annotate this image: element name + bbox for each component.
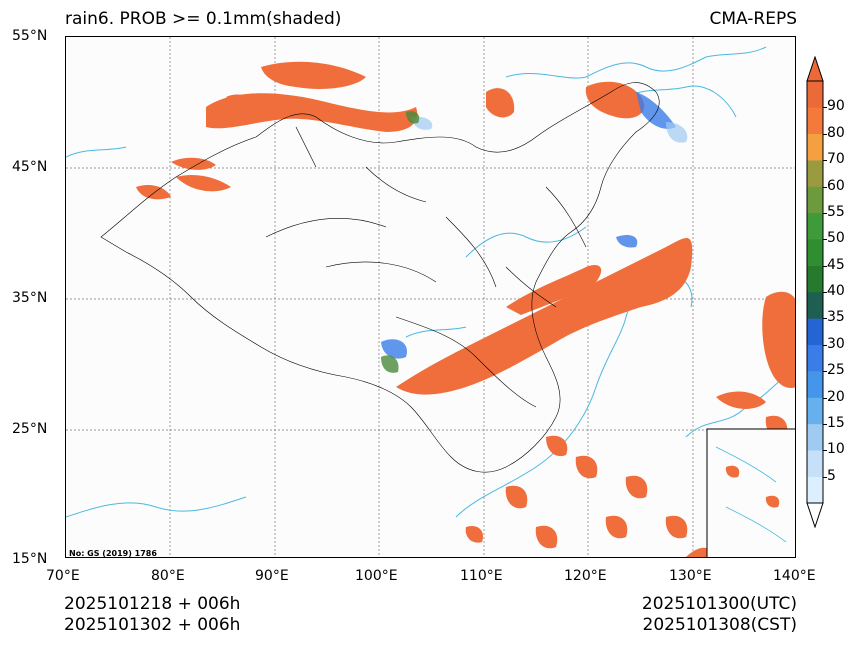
map-approval-stamp: No: GS (2019) 1786 <box>69 549 157 558</box>
lat-label-45n: 45°N <box>12 159 48 175</box>
init-time-cst: 2025101302 + 006h <box>64 615 241 635</box>
lon-label-80e: 80°E <box>151 568 185 584</box>
colorbar-label: 20 <box>827 388 845 405</box>
colorbar-tick <box>823 318 827 320</box>
colorbar-tick <box>823 292 827 293</box>
colorbar-tick <box>823 133 827 135</box>
model-name: CMA-REPS <box>709 9 797 29</box>
colorbar-tick <box>823 160 827 162</box>
map-title: rain6. PROB >= 0.1mm(shaded) <box>65 9 342 29</box>
lon-label-90e: 90°E <box>255 568 289 584</box>
colorbar-segment <box>807 107 823 135</box>
precip-probability-map <box>66 37 795 557</box>
colorbar-tick <box>823 397 827 399</box>
colorbar <box>806 56 824 528</box>
political-boundaries <box>100 82 660 473</box>
colorbar-label: 30 <box>827 335 845 352</box>
colorbar-segment <box>807 476 823 504</box>
colorbar-segment <box>807 450 823 477</box>
colorbar-segment <box>807 423 823 451</box>
valid-time-utc: 2025101300(UTC) <box>641 594 797 614</box>
colorbar-tick <box>823 423 827 425</box>
colorbar-tick <box>823 450 827 452</box>
colorbar-tick <box>823 212 827 214</box>
colorbar-under-arrow <box>806 502 824 528</box>
lon-label-120e: 120°E <box>564 568 607 584</box>
colorbar-tick <box>823 344 827 346</box>
colorbar-label: 80 <box>827 124 845 141</box>
colorbar-tick <box>823 186 827 188</box>
colorbar-segment <box>807 344 823 372</box>
colorbar-label: 25 <box>827 362 845 379</box>
colorbar-label: 5 <box>827 467 836 484</box>
colorbar-tick <box>823 239 827 241</box>
valid-time-cst: 2025101308(CST) <box>642 615 797 635</box>
colorbar-label: 60 <box>827 177 845 194</box>
colorbar-tick <box>823 107 827 109</box>
map-area: No: GS (2019) 1786 <box>65 36 796 558</box>
colorbar-segment <box>807 371 823 398</box>
lon-label-140e: 140°E <box>773 568 816 584</box>
colorbar-segment <box>807 212 823 240</box>
colorbar-tick <box>823 476 827 478</box>
colorbar-label: 50 <box>827 230 845 247</box>
colorbar-over-arrow <box>806 56 824 82</box>
colorbar-segment <box>807 186 823 214</box>
graticule <box>66 37 795 557</box>
south-china-sea-inset <box>706 428 795 557</box>
shaded-probability-areas <box>136 61 795 557</box>
lon-label-70e: 70°E <box>46 568 80 584</box>
colorbar-segment <box>807 318 823 346</box>
colorbar-segment <box>807 239 823 266</box>
colorbar-tick <box>823 371 827 373</box>
colorbar-label: 15 <box>827 414 845 431</box>
colorbar-tick <box>823 265 827 267</box>
lon-label-130e: 130°E <box>669 568 712 584</box>
lon-label-110e: 110°E <box>460 568 503 584</box>
colorbar-label: 55 <box>827 203 845 220</box>
colorbar-label: 70 <box>827 151 845 168</box>
colorbar-label: 90 <box>827 98 845 115</box>
colorbar-segment <box>807 292 823 319</box>
lat-label-35n: 35°N <box>12 290 48 306</box>
colorbar-segment <box>807 81 823 108</box>
colorbar-label: 10 <box>827 441 845 458</box>
colorbar-segment <box>807 265 823 293</box>
colorbar-segment <box>807 133 823 161</box>
init-time-utc: 2025101218 + 006h <box>64 594 241 614</box>
lat-label-25n: 25°N <box>12 421 48 437</box>
colorbar-segment <box>807 397 823 425</box>
colorbar-label: 35 <box>827 309 845 326</box>
colorbar-label: 40 <box>827 283 845 299</box>
colorbar-segment <box>807 160 823 187</box>
lat-label-55n: 55°N <box>12 28 48 44</box>
lat-label-15n: 15°N <box>12 551 48 567</box>
colorbar-label: 45 <box>827 256 845 273</box>
lon-label-100e: 100°E <box>355 568 398 584</box>
